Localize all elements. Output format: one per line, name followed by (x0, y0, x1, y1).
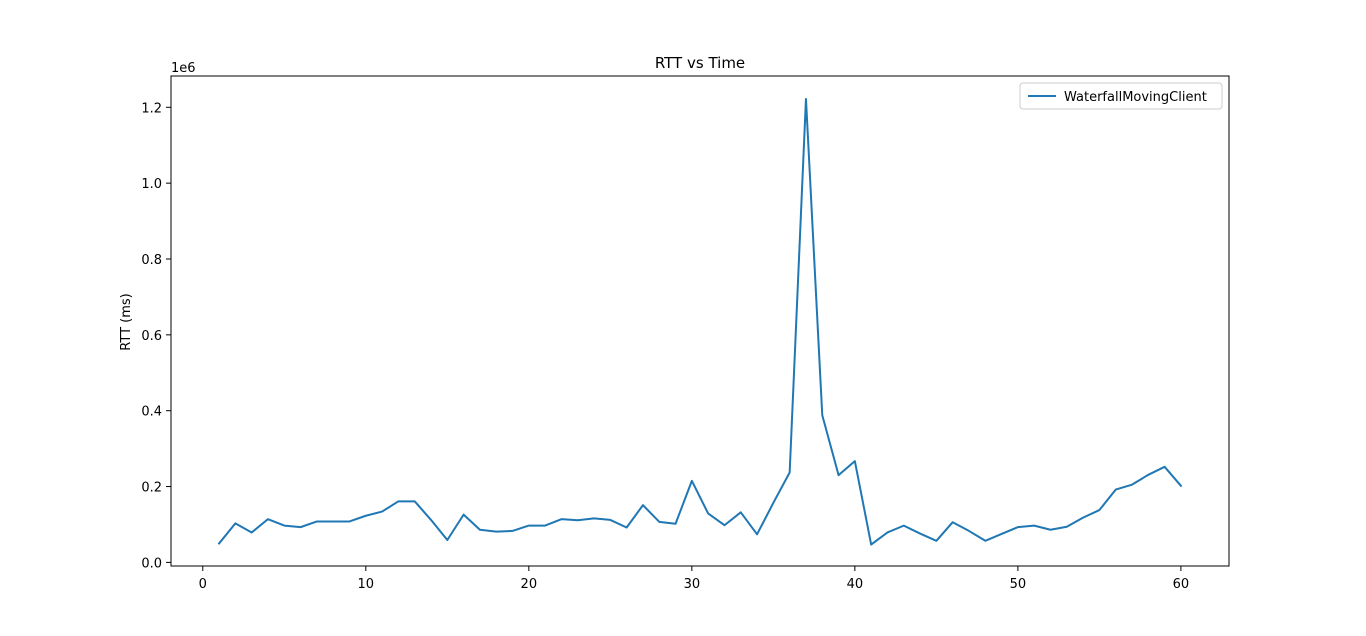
plot-area (217, 97, 1183, 546)
y-tick-label: 0.8 (141, 253, 162, 268)
y-tick-label: 0.0 (141, 556, 162, 571)
legend-label-1: WaterfallMovingClient (1064, 90, 1207, 105)
chart-title: RTT vs Time (655, 54, 745, 72)
series-line-1 (217, 97, 1183, 546)
x-tick-label: 50 (1010, 577, 1027, 592)
y-axis-label: RTT (ms) (119, 293, 134, 350)
x-tick-label: 40 (847, 577, 864, 592)
y-axis-offset-label: 1e6 (171, 61, 196, 76)
legend-box (1019, 82, 1223, 110)
y-tick-label: 0.4 (141, 405, 162, 420)
legend: WaterfallMovingClient (1019, 82, 1223, 110)
y-tick-label: 1.0 (141, 177, 162, 192)
x-tick-label: 0 (199, 577, 207, 592)
y-tick-label: 1.2 (141, 101, 162, 116)
x-tick-label: 30 (684, 577, 701, 592)
y-tick-label: 0.6 (141, 329, 162, 344)
y-tick-label: 0.2 (141, 481, 162, 496)
x-tick-label: 60 (1173, 577, 1190, 592)
axes: 0 10 20 30 40 50 60 0.0 0.2 0.4 0.6 0.8 1.0 1.2 (141, 75, 1230, 592)
x-tick-label: 20 (521, 577, 538, 592)
x-tick-label: 10 (358, 577, 375, 592)
axes-frame (170, 75, 1230, 567)
